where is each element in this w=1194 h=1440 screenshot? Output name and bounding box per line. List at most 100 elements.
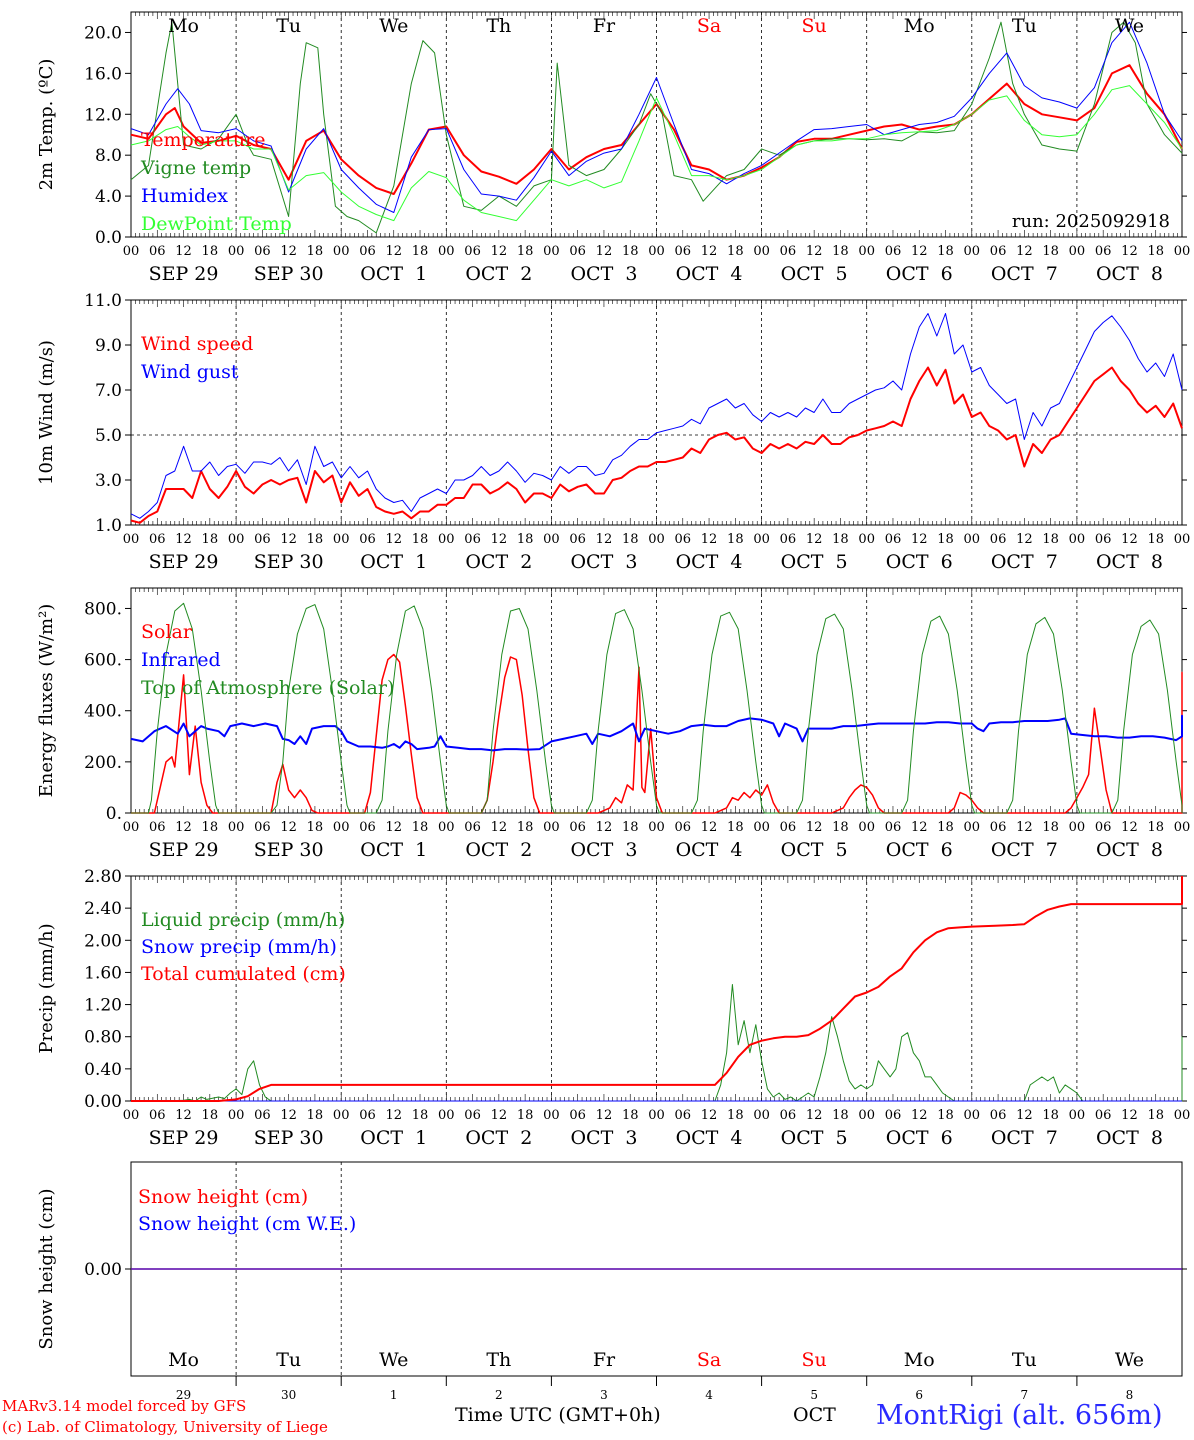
x-hour-label: 06 [675, 1108, 692, 1123]
x-hour-label: 18 [307, 1108, 324, 1123]
series-line-solar [131, 653, 1183, 814]
y-axis-label: Energy fluxes (W/m²) [36, 604, 57, 798]
station-name: MontRigi (alt. 656m) [876, 1400, 1163, 1431]
x-hour-label: 18 [307, 244, 324, 259]
x-date-label: OCT 1 [360, 839, 427, 861]
x-hour-label: 18 [1042, 532, 1059, 547]
x-hour-label: 12 [701, 244, 718, 259]
x-hour-label: 06 [464, 532, 481, 547]
x-day-number: 8 [1126, 1388, 1134, 1402]
day-name: Tu [1012, 15, 1037, 37]
x-hour-label: 12 [175, 820, 192, 835]
x-hour-label: 18 [832, 1108, 849, 1123]
x-hour-label: 12 [491, 820, 508, 835]
x-hour-label: 00 [964, 1108, 981, 1123]
x-hour-label: 00 [1069, 820, 1086, 835]
x-hour-label: 18 [622, 532, 639, 547]
x-hour-label: 06 [990, 532, 1007, 547]
x-hour-label: 12 [596, 820, 613, 835]
x-hour-label: 00 [228, 532, 245, 547]
x-hour-label: 06 [254, 820, 271, 835]
x-hour-label: 06 [990, 244, 1007, 259]
x-date-label: SEP 29 [149, 1127, 219, 1149]
day-name: We [379, 1349, 408, 1371]
y-tick-label: 1.20 [84, 996, 122, 1016]
x-hour-label: 06 [359, 532, 376, 547]
y-tick-label: 4.0 [95, 187, 122, 207]
x-date-label: SEP 30 [254, 551, 324, 573]
x-hour-label: 06 [149, 532, 166, 547]
x-hour-label: 06 [149, 244, 166, 259]
x-hour-label: 18 [202, 1108, 219, 1123]
x-date-label: OCT 7 [991, 1127, 1058, 1149]
y-tick-label: 9.0 [95, 336, 122, 356]
x-hour-label: 18 [727, 1108, 744, 1123]
x-hour-label: 00 [648, 1108, 665, 1123]
x-hour-label: 00 [438, 820, 455, 835]
x-date-label: OCT 2 [465, 551, 532, 573]
legend-entry: Snow height (cm) [138, 1186, 308, 1208]
x-hour-label: 18 [412, 820, 429, 835]
x-hour-label: 12 [175, 244, 192, 259]
x-hour-label: 12 [911, 820, 928, 835]
day-name: Su [802, 15, 827, 37]
x-date-label: OCT 3 [570, 839, 637, 861]
x-date-label: OCT 6 [886, 263, 953, 285]
y-tick-label: 5.0 [95, 426, 122, 446]
x-hour-label: 06 [990, 1108, 1007, 1123]
lab-credit: (c) Lab. of Climatology, University of L… [2, 1418, 328, 1436]
x-hour-label: 12 [280, 244, 297, 259]
x-hour-label: 06 [675, 244, 692, 259]
x-hour-label: 00 [228, 1108, 245, 1123]
x-date-label: OCT 5 [781, 263, 848, 285]
panel-frame [130, 587, 1183, 814]
x-hour-label: 12 [491, 532, 508, 547]
run-annotation: run: 2025092918 [1012, 211, 1170, 232]
y-tick-label: 11.0 [84, 291, 122, 311]
y-tick-label: 2.40 [84, 899, 122, 919]
y-axis-label: 2m Temp. (ºC) [36, 59, 57, 191]
x-hour-label: 00 [333, 820, 350, 835]
x-date-label: OCT 1 [360, 1127, 427, 1149]
y-tick-label: 0. [106, 804, 122, 824]
day-name: Tu [276, 1349, 301, 1371]
y-tick-label: 0.40 [84, 1060, 122, 1080]
x-date-label: OCT 3 [570, 551, 637, 573]
x-hour-label: 12 [280, 820, 297, 835]
y-tick-label: 1.60 [84, 963, 122, 983]
x-hour-label: 12 [175, 1108, 192, 1123]
x-date-label: OCT 3 [570, 263, 637, 285]
y-tick-label: 0.80 [84, 1028, 122, 1048]
legend-entry: Infrared [141, 649, 221, 671]
y-tick-label: 3.0 [95, 471, 122, 491]
day-name: Su [802, 1349, 827, 1371]
x-hour-label: 00 [543, 532, 560, 547]
x-hour-label: 06 [569, 1108, 586, 1123]
x-date-label: OCT 4 [676, 1127, 743, 1149]
y-tick-label: 1.0 [95, 516, 122, 536]
x-hour-label: 12 [1016, 1108, 1033, 1123]
x-date-label: OCT 2 [465, 1127, 532, 1149]
x-hour-label: 06 [359, 1108, 376, 1123]
x-hour-label: 18 [412, 1108, 429, 1123]
x-hour-label: 06 [464, 820, 481, 835]
y-tick-label: 200. [84, 753, 122, 773]
x-date-label: SEP 29 [149, 263, 219, 285]
x-hour-label: 00 [543, 820, 560, 835]
legend-entry: Humidex [141, 185, 228, 207]
x-hour-label: 12 [911, 1108, 928, 1123]
x-hour-label: 12 [1121, 244, 1138, 259]
x-date-label: OCT 4 [676, 839, 743, 861]
x-hour-label: 12 [491, 1108, 508, 1123]
x-hour-label: 00 [123, 1108, 140, 1123]
x-date-label: OCT 8 [1096, 1127, 1163, 1149]
x-hour-label: 00 [438, 1108, 455, 1123]
y-tick-label: 600. [84, 651, 122, 671]
x-hour-label: 00 [438, 532, 455, 547]
x-hour-label: 18 [622, 244, 639, 259]
x-hour-label: 12 [280, 1108, 297, 1123]
x-date-label: OCT 2 [465, 839, 532, 861]
x-hour-label: 00 [1069, 1108, 1086, 1123]
day-name: Fr [593, 1349, 616, 1371]
